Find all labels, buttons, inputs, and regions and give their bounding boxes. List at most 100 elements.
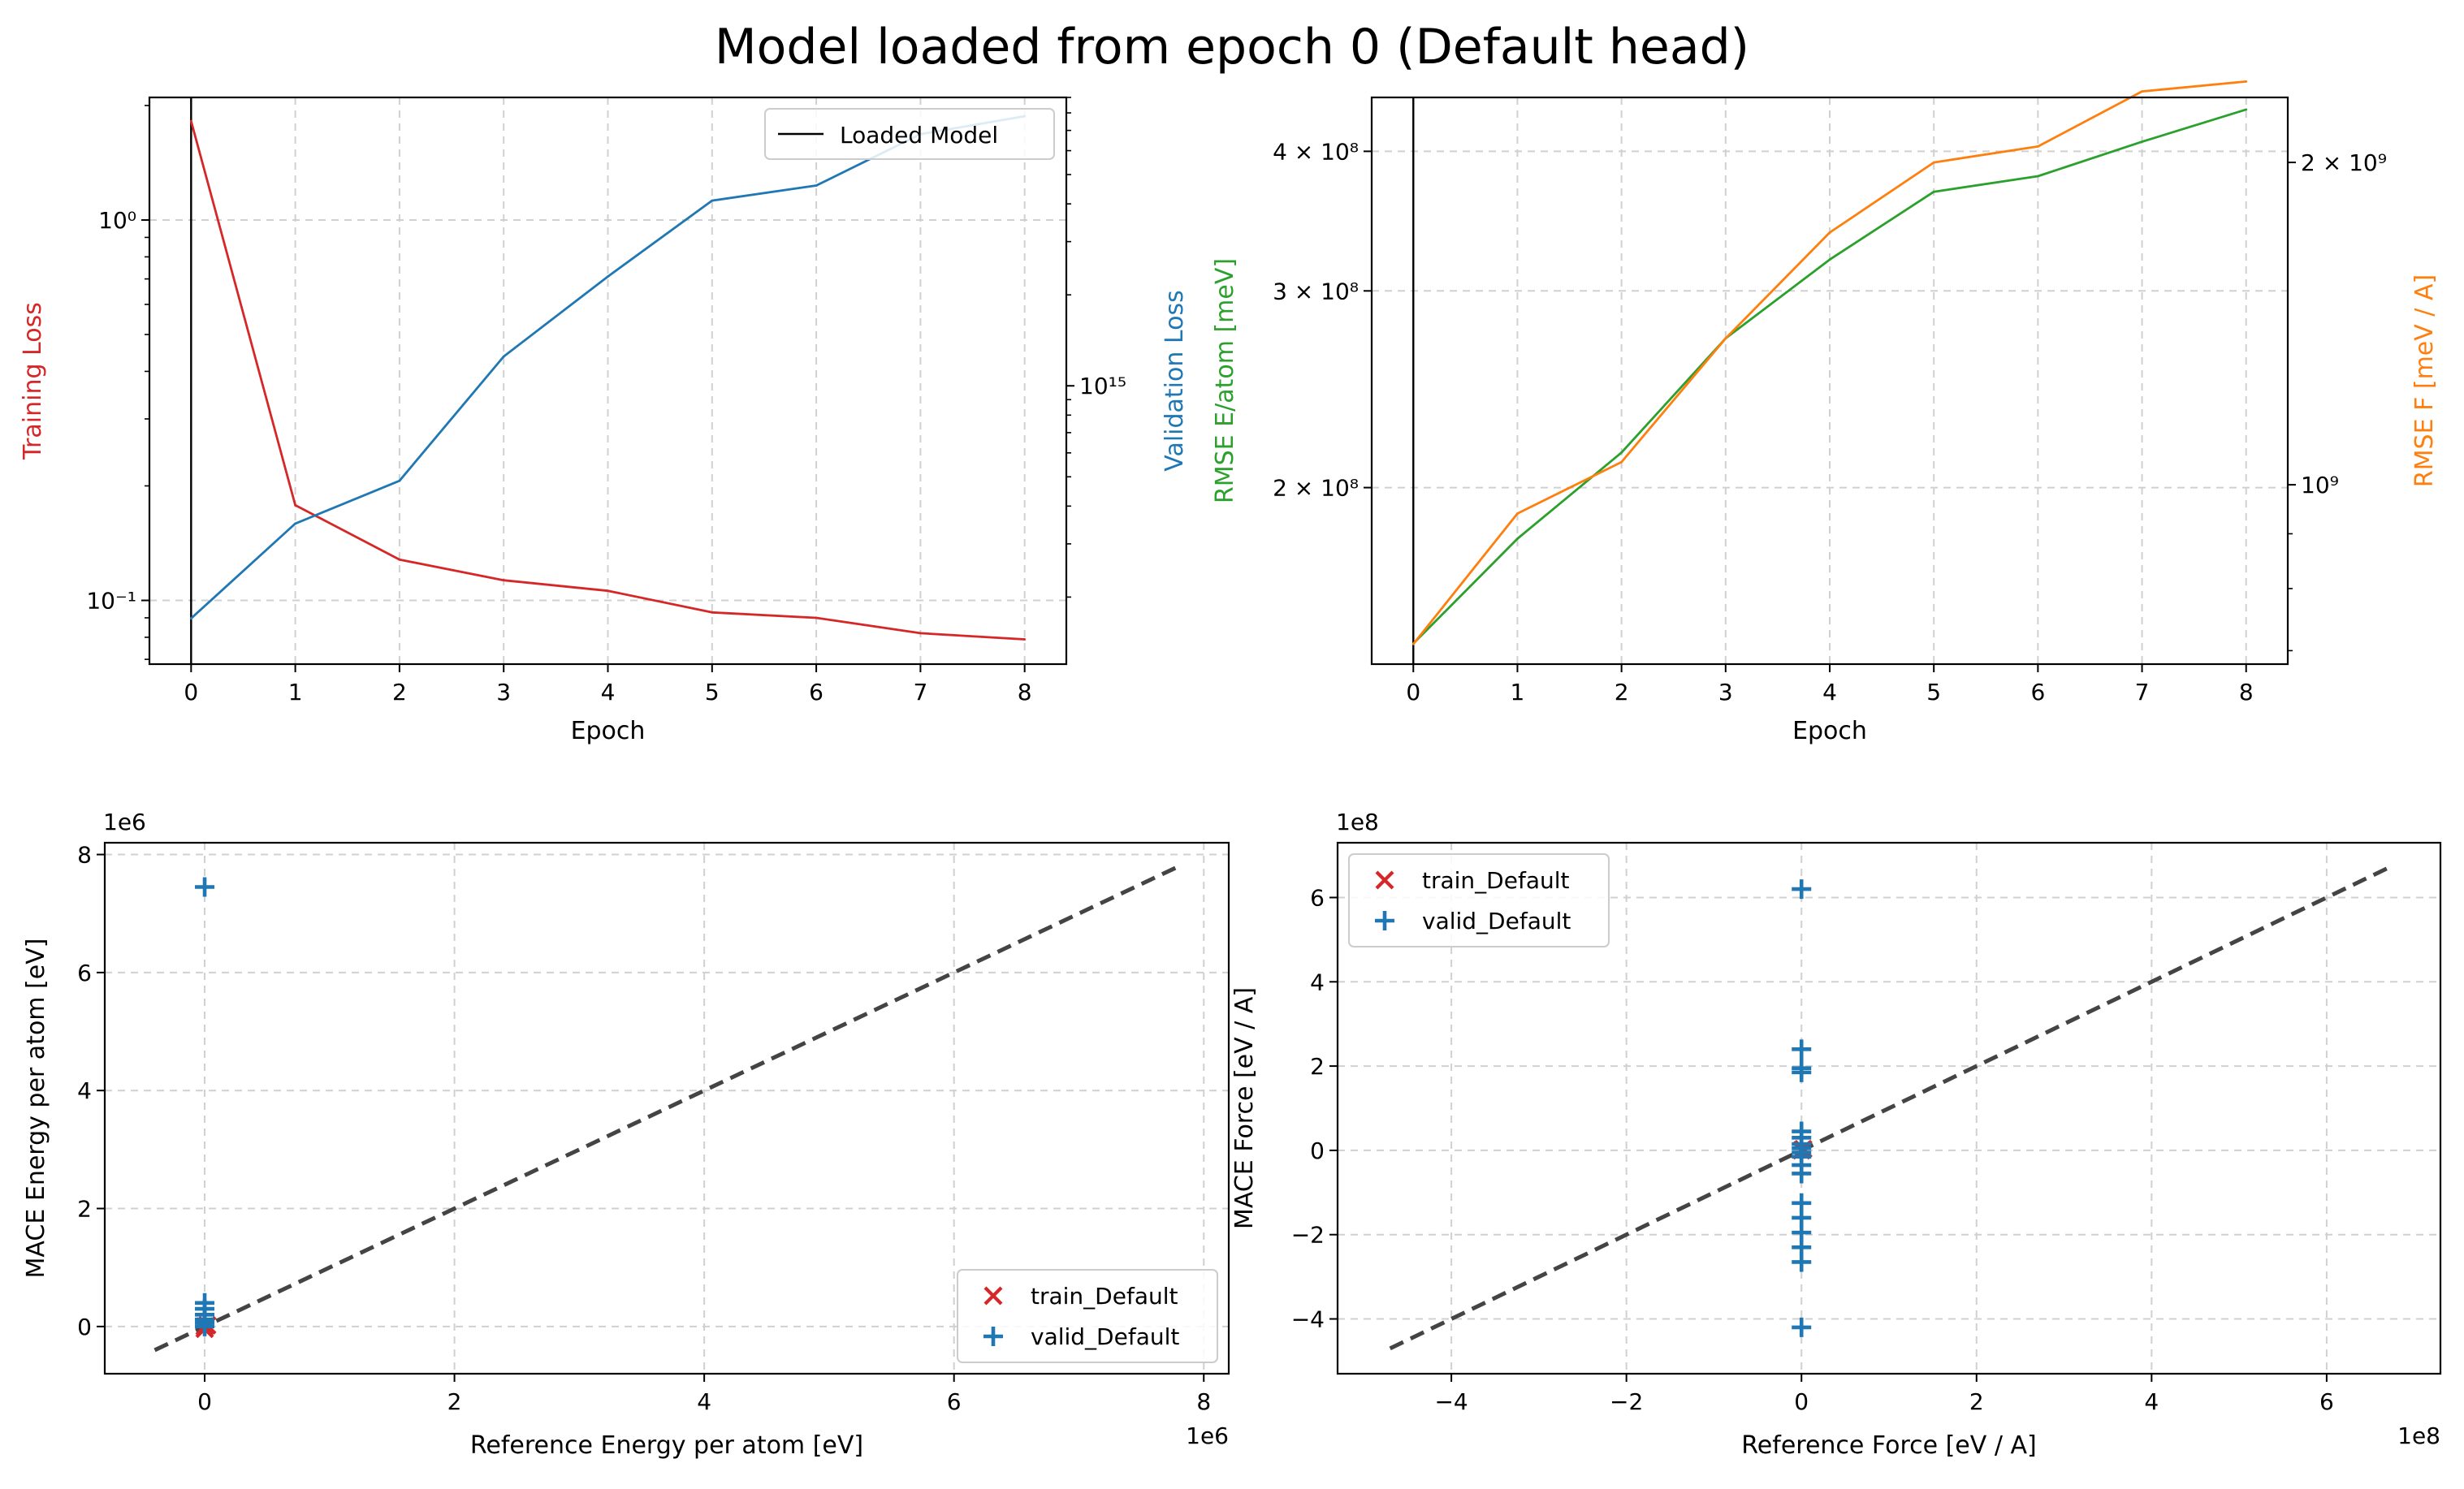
legend-box <box>764 108 1055 160</box>
series-0-point <box>2245 108 2248 111</box>
legend-train-marker <box>1375 870 1394 890</box>
series-1-point <box>2245 80 2248 83</box>
x-tick-label: 2 <box>447 1388 462 1415</box>
legend-box <box>957 1269 1218 1363</box>
plot-frame <box>103 841 1230 1375</box>
plot-frame <box>1370 96 2289 666</box>
series-0-point <box>607 589 609 593</box>
y-right-tick-label: 10¹⁵ <box>1079 373 1126 399</box>
figure-title: Model loaded from epoch 0 (Default head) <box>715 19 1749 76</box>
x-tick-label: −4 <box>1434 1388 1468 1415</box>
y-tick-label: 4 <box>77 1077 92 1104</box>
y-offset-text: 1e8 <box>1336 809 1379 835</box>
x-tick-label: 1 <box>288 679 303 706</box>
x-tick-label: 7 <box>2135 679 2150 706</box>
series-1-point <box>2141 90 2143 93</box>
series-0-point <box>1932 190 1935 193</box>
series-1-point <box>189 617 192 620</box>
y-tick-label: 4 <box>1310 969 1325 995</box>
series-1-point <box>815 184 818 187</box>
y-tick-label: 6 <box>77 960 92 986</box>
y-offset-text: 1e6 <box>103 809 146 835</box>
legend-valid-marker <box>1375 911 1394 930</box>
x-tick-label: 0 <box>1794 1388 1809 1415</box>
series-1-point <box>1516 512 1519 515</box>
x-tick-label: 4 <box>1822 679 1837 706</box>
x-tick-label: 4 <box>697 1388 711 1415</box>
x-tick-label: 8 <box>1196 1388 1211 1415</box>
x-axis-label: Epoch <box>1792 717 1867 745</box>
x-tick-label: 0 <box>197 1388 212 1415</box>
valid-point <box>1792 1039 1812 1060</box>
valid-point <box>1792 879 1812 900</box>
y-axis-label: RMSE E/atom [meV] <box>1211 258 1239 503</box>
valid-point <box>195 877 215 897</box>
series-0-point <box>919 632 922 635</box>
x-tick-label: 8 <box>2239 679 2254 706</box>
x-tick-label: 2 <box>1615 679 1629 706</box>
y-tick-label: 0 <box>77 1314 92 1340</box>
y-tick-label: 10⁻¹ <box>86 588 136 615</box>
series-1-point <box>607 275 609 278</box>
y-tick-label: 2 <box>1310 1053 1325 1080</box>
series-line-0 <box>189 120 1025 641</box>
valid-point <box>1792 1252 1812 1272</box>
x-tick-label: 2 <box>1969 1388 1984 1415</box>
x-tick-label: −2 <box>1610 1388 1643 1415</box>
series-1-point <box>1932 161 1935 164</box>
identity-diagonal-line <box>1389 865 2389 1351</box>
x-tick-label: 1 <box>1511 679 1525 706</box>
force-scatter-panel: −4 −2 0 2 4 6 −4 −2 0 2 4 6 1e8 1e8 Reference Force [e… <box>1230 809 2442 1460</box>
x-offset-text: 1e6 <box>1186 1422 1229 1449</box>
series-0-point <box>398 558 401 561</box>
y-right-axis-label: Validation Loss <box>1161 290 1189 471</box>
valid-point <box>1792 1062 1812 1082</box>
y-tick-label: 8 <box>77 842 92 869</box>
x-offset-text: 1e8 <box>2397 1422 2440 1449</box>
y-tick-label: 4 × 10⁸ <box>1273 138 1359 165</box>
series-0-point <box>502 579 505 582</box>
x-tick-label: 4 <box>601 679 616 706</box>
series-0-point <box>2141 140 2143 143</box>
energy-scatter-panel: 0 2 4 6 8 0 2 4 6 8 1e6 1e6 Reference Energy per ato… <box>22 809 1230 1460</box>
x-tick-label: 6 <box>2319 1388 2334 1415</box>
identity-diagonal-line <box>153 864 1180 1353</box>
legend-train-label: train_Default <box>1422 867 1570 894</box>
valid-point <box>195 1316 215 1336</box>
series-0-point <box>815 616 818 619</box>
series-1-point <box>1411 642 1415 645</box>
series-0-point <box>2036 175 2039 178</box>
x-tick-label: 0 <box>184 679 198 706</box>
x-axis-label: Reference Force [eV / A] <box>1741 1431 2036 1460</box>
series-1-point <box>2036 145 2039 148</box>
y-tick-label: 0 <box>1310 1137 1325 1164</box>
valid-point <box>1792 1163 1812 1184</box>
x-tick-label: 3 <box>1718 679 1733 706</box>
x-tick-label: 6 <box>809 679 823 706</box>
loss-panel: 0 1 2 3 4 5 6 7 8 10⁰ 10⁻¹ 10¹⁵ Epoch Training Loss Va… <box>19 96 1189 745</box>
series-1-point <box>502 355 505 358</box>
y-right-tick-label: 2 × 10⁹ <box>2301 149 2387 176</box>
y-axis-label: Training Loss <box>19 302 47 460</box>
series-1-point <box>398 479 401 482</box>
y-right-axis-label: RMSE F [meV / A] <box>2410 274 2439 487</box>
series-0-point <box>1620 451 1623 454</box>
series-1-point <box>1620 460 1623 464</box>
legend-valid-marker <box>983 1327 1003 1346</box>
legend-loaded-label: Loaded Model <box>840 122 998 149</box>
series-0-point <box>1516 537 1519 540</box>
x-tick-label: 5 <box>1926 679 1941 706</box>
x-tick-label: 6 <box>2030 679 2045 706</box>
legend-box <box>1348 853 1610 947</box>
series-0-point <box>294 503 297 507</box>
legend-train-marker <box>983 1286 1003 1306</box>
x-tick-label: 7 <box>913 679 927 706</box>
series-0-point <box>1023 638 1027 641</box>
x-tick-label: 5 <box>705 679 720 706</box>
x-tick-label: 0 <box>1406 679 1420 706</box>
y-tick-label: −2 <box>1291 1222 1325 1249</box>
x-tick-label: 6 <box>947 1388 962 1415</box>
series-1-point <box>294 522 297 525</box>
series-0-point <box>1828 258 1831 261</box>
